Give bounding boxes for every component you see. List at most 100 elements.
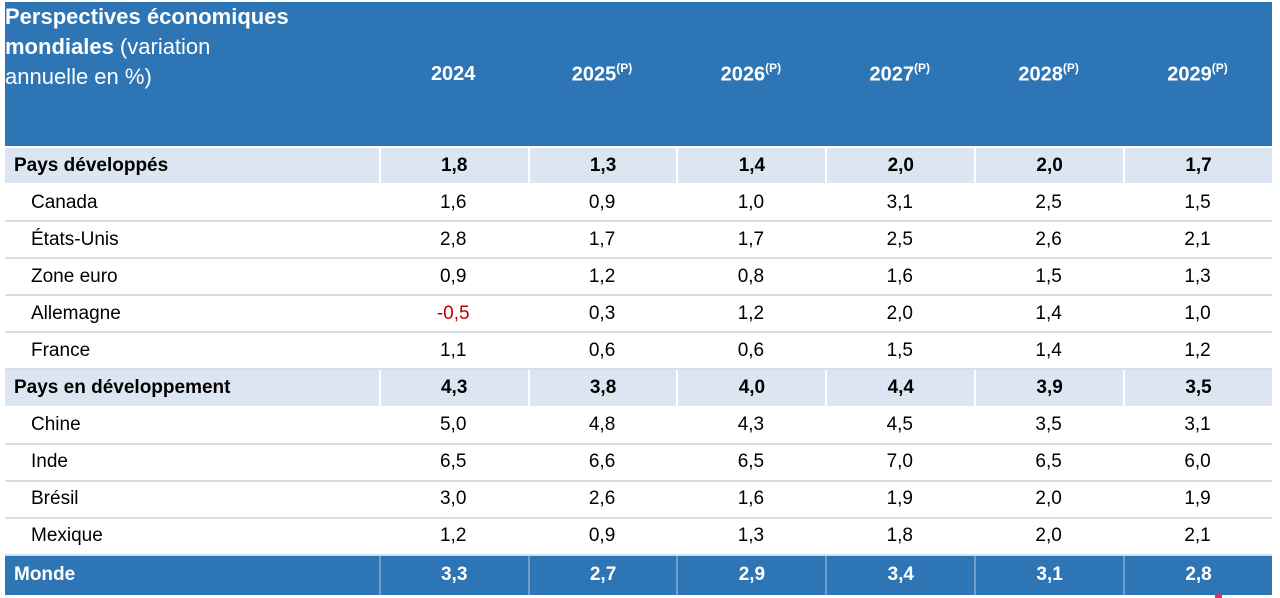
value-monde-2025: 2,7 (527, 555, 677, 595)
value-mexique-2029: 2,1 (1123, 518, 1272, 556)
row-label-pays-developpes: Pays développés (5, 148, 379, 186)
row-label-allemagne: Allemagne (5, 296, 379, 334)
table-row-monde: Monde 3,3 2,7 2,9 3,4 3,1 2,8 (5, 555, 1272, 595)
value-monde-2028: 3,1 (974, 555, 1124, 595)
value-bresil-2027: 1,9 (825, 481, 975, 519)
projection-superscript: (P) (914, 60, 931, 75)
row-label-france: France (5, 333, 379, 371)
header-row: Perspectives économiques mondiales (vari… (5, 2, 1272, 148)
value-etats-unis-2025: 1,7 (527, 222, 677, 260)
value-pays-developpes-2028: 2,0 (974, 148, 1124, 186)
value-bresil-2025: 2,6 (527, 481, 677, 519)
title-line-3: annuelle en %) (5, 64, 152, 89)
value-france-2027: 1,5 (825, 333, 975, 371)
value-etats-unis-2028: 2,6 (974, 222, 1124, 260)
column-header-2027: 2027(P) (825, 2, 975, 148)
value-canada-2026: 1,0 (676, 185, 826, 223)
value-allemagne-2024: -0,5 (378, 296, 528, 334)
value-pays-en-developpement-2024: 4,3 (378, 370, 528, 408)
table-title: Perspectives économiques mondiales (vari… (5, 2, 379, 148)
value-mexique-2028: 2,0 (974, 518, 1124, 556)
row-label-zone-euro: Zone euro (5, 259, 379, 297)
table-row-chine: Chine 5,0 4,8 4,3 4,5 3,5 3,1 (5, 407, 1272, 445)
row-label-mexique: Mexique (5, 518, 379, 556)
table-row-mexique: Mexique 1,2 0,9 1,3 1,8 2,0 2,1 (5, 518, 1272, 556)
value-allemagne-2027: 2,0 (825, 296, 975, 334)
projection-superscript: (P) (765, 60, 782, 75)
table-body: Pays développés 1,8 1,3 1,4 2,0 2,0 1,7 Canada 1… (5, 148, 1272, 595)
value-inde-2029: 6,0 (1123, 444, 1272, 482)
value-pays-en-developpement-2027: 4,4 (825, 370, 975, 408)
value-mexique-2026: 1,3 (676, 518, 826, 556)
value-zone-euro-2026: 0,8 (676, 259, 826, 297)
column-header-2029: 2029(P) (1123, 2, 1272, 148)
value-zone-euro-2029: 1,3 (1123, 259, 1272, 297)
table-row-allemagne: Allemagne -0,5 0,3 1,2 2,0 1,4 1,0 (5, 296, 1272, 334)
value-canada-2028: 2,5 (974, 185, 1124, 223)
value-allemagne-2029: 1,0 (1123, 296, 1272, 334)
value-monde-2024: 3,3 (378, 555, 528, 595)
value-chine-2024: 5,0 (378, 407, 528, 445)
value-mexique-2025: 0,9 (527, 518, 677, 556)
column-header-2025: 2025(P) (527, 2, 677, 148)
row-label-inde: Inde (5, 444, 379, 482)
title-line-2: mondiales (variation (5, 34, 211, 59)
row-label-etats-unis: États-Unis (5, 222, 379, 260)
value-france-2026: 0,6 (676, 333, 826, 371)
value-zone-euro-2027: 1,6 (825, 259, 975, 297)
row-label-monde: Monde (5, 555, 379, 595)
economic-outlook-table-wrap: Perspectives économiques mondiales (vari… (5, 2, 1272, 595)
value-monde-2027: 3,4 (825, 555, 975, 595)
value-etats-unis-2027: 2,5 (825, 222, 975, 260)
value-monde-2026: 2,9 (676, 555, 826, 595)
value-inde-2024: 6,5 (378, 444, 528, 482)
value-pays-developpes-2027: 2,0 (825, 148, 975, 186)
value-canada-2029: 1,5 (1123, 185, 1272, 223)
row-label-chine: Chine (5, 407, 379, 445)
value-bresil-2028: 2,0 (974, 481, 1124, 519)
table-row-etats-unis: États-Unis 2,8 1,7 1,7 2,5 2,6 2,1 (5, 222, 1272, 260)
column-header-2026: 2026(P) (676, 2, 826, 148)
value-mexique-2027: 1,8 (825, 518, 975, 556)
value-inde-2028: 6,5 (974, 444, 1124, 482)
table-row-pays-en-developpement: Pays en développement 4,3 3,8 4,0 4,4 3,9 3,5 (5, 370, 1272, 408)
value-mexique-2024: 1,2 (378, 518, 528, 556)
value-allemagne-2028: 1,4 (974, 296, 1124, 334)
economic-outlook-table: Perspectives économiques mondiales (vari… (5, 2, 1272, 595)
row-label-bresil: Brésil (5, 481, 379, 519)
value-allemagne-2025: 0,3 (527, 296, 677, 334)
value-chine-2027: 4,5 (825, 407, 975, 445)
page-number-artifact (1215, 594, 1222, 598)
value-pays-developpes-2025: 1,3 (527, 148, 677, 186)
value-bresil-2026: 1,6 (676, 481, 826, 519)
value-chine-2025: 4,8 (527, 407, 677, 445)
value-inde-2025: 6,6 (527, 444, 677, 482)
projection-superscript: (P) (616, 60, 633, 75)
column-header-2028: 2028(P) (974, 2, 1124, 148)
projection-superscript: (P) (1062, 60, 1079, 75)
table-row-inde: Inde 6,5 6,6 6,5 7,0 6,5 6,0 (5, 444, 1272, 482)
value-canada-2027: 3,1 (825, 185, 975, 223)
value-pays-developpes-2026: 1,4 (676, 148, 826, 186)
value-bresil-2029: 1,9 (1123, 481, 1272, 519)
value-france-2025: 0,6 (527, 333, 677, 371)
table-row-zone-euro: Zone euro 0,9 1,2 0,8 1,6 1,5 1,3 (5, 259, 1272, 297)
value-pays-developpes-2029: 1,7 (1123, 148, 1272, 186)
table-row-canada: Canada 1,6 0,9 1,0 3,1 2,5 1,5 (5, 185, 1272, 223)
value-allemagne-2026: 1,2 (676, 296, 826, 334)
row-label-canada: Canada (5, 185, 379, 223)
value-etats-unis-2029: 2,1 (1123, 222, 1272, 260)
value-chine-2029: 3,1 (1123, 407, 1272, 445)
value-pays-en-developpement-2029: 3,5 (1123, 370, 1272, 408)
title-line-1: Perspectives économiques (5, 4, 289, 29)
projection-superscript: (P) (1211, 60, 1228, 75)
column-header-2024: 2024 (378, 2, 528, 148)
value-inde-2026: 6,5 (676, 444, 826, 482)
value-etats-unis-2024: 2,8 (378, 222, 528, 260)
value-pays-en-developpement-2025: 3,8 (527, 370, 677, 408)
value-france-2024: 1,1 (378, 333, 528, 371)
value-zone-euro-2025: 1,2 (527, 259, 677, 297)
value-pays-developpes-2024: 1,8 (378, 148, 528, 186)
value-chine-2026: 4,3 (676, 407, 826, 445)
value-etats-unis-2026: 1,7 (676, 222, 826, 260)
